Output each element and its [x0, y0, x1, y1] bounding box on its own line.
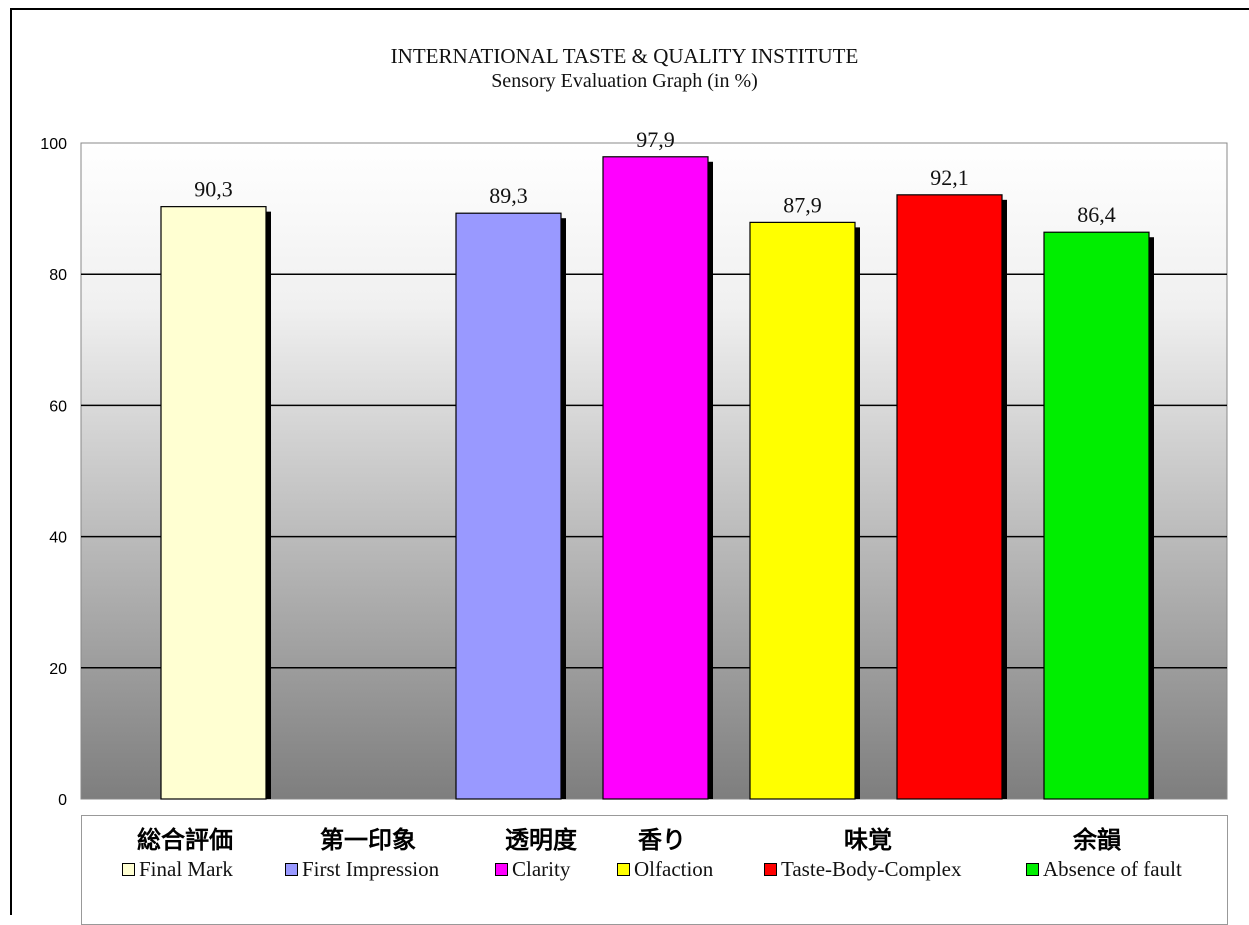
legend-swatch	[617, 862, 630, 876]
bar	[602, 156, 709, 800]
category-label: 味覚	[844, 826, 892, 854]
chart-subtitle: Sensory Evaluation Graph (in %)	[491, 70, 758, 92]
category-label: 総合評価	[137, 826, 233, 854]
data-label: 92,1	[930, 165, 969, 190]
legend-swatch	[122, 862, 135, 876]
legend-swatch	[285, 862, 298, 876]
bar	[160, 206, 267, 800]
legend-item: First Impression	[285, 857, 439, 881]
legend-label: First Impression	[302, 856, 440, 881]
legend-item: Final Mark	[122, 857, 233, 881]
legend-swatch	[764, 862, 777, 876]
bar	[896, 194, 1003, 800]
legend-label: Olfaction	[634, 856, 714, 881]
chart-title: INTERNATIONAL TASTE & QUALITY INSTITUTE	[390, 44, 859, 68]
bar	[1043, 231, 1150, 800]
legend-label: Clarity	[512, 856, 571, 881]
data-label: 89,3	[489, 183, 528, 208]
data-label: 97,9	[636, 127, 675, 152]
legend-label: Absence of fault	[1043, 856, 1182, 881]
y-tick-label: 0	[58, 792, 67, 809]
bar	[455, 212, 562, 800]
legend-item: Taste-Body-Complex	[764, 857, 962, 881]
legend-swatch	[1026, 862, 1039, 876]
legend-item: Clarity	[495, 857, 570, 881]
category-label: 第一印象	[320, 826, 416, 854]
y-tick-label: 60	[49, 398, 67, 415]
category-label: 余韻	[1073, 826, 1121, 854]
legend-item: Absence of fault	[1026, 857, 1182, 881]
data-label: 86,4	[1077, 202, 1116, 227]
y-tick-label: 100	[40, 136, 67, 153]
legend-label: Taste-Body-Complex	[781, 856, 962, 881]
category-label: 香り	[638, 826, 686, 854]
y-tick-label: 80	[49, 267, 67, 284]
legend-swatch	[495, 862, 508, 876]
data-label: 87,9	[783, 192, 822, 217]
category-label: 透明度	[505, 826, 577, 854]
data-label: 90,3	[194, 177, 233, 202]
legend-label: Final Mark	[139, 856, 233, 881]
y-tick-label: 40	[49, 530, 67, 547]
y-tick-label: 20	[49, 661, 67, 678]
legend-item: Olfaction	[617, 857, 713, 881]
bar	[749, 221, 856, 800]
